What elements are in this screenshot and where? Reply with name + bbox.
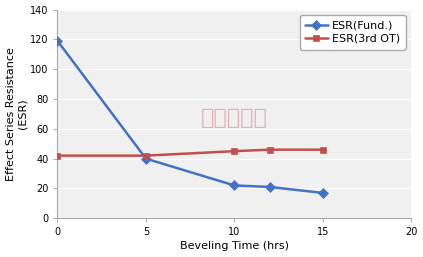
ESR(Fund.): [232, 184, 237, 187]
Text: 金消鑫电子: 金消鑫电子: [201, 108, 268, 128]
ESR(3rd OT): [55, 154, 60, 157]
ESR(3rd OT): [267, 148, 272, 151]
Line: ESR(3rd OT): ESR(3rd OT): [54, 146, 326, 159]
ESR(Fund.): [143, 157, 148, 160]
Y-axis label: Effect Series Resistance
(ESR): Effect Series Resistance (ESR): [5, 47, 27, 181]
ESR(Fund.): [55, 39, 60, 42]
X-axis label: Beveling Time (hrs): Beveling Time (hrs): [180, 241, 289, 251]
ESR(3rd OT): [232, 150, 237, 153]
ESR(Fund.): [320, 191, 325, 195]
Line: ESR(Fund.): ESR(Fund.): [54, 37, 326, 196]
ESR(3rd OT): [143, 154, 148, 157]
Legend: ESR(Fund.), ESR(3rd OT): ESR(Fund.), ESR(3rd OT): [300, 15, 406, 50]
ESR(3rd OT): [320, 148, 325, 151]
ESR(Fund.): [267, 185, 272, 188]
